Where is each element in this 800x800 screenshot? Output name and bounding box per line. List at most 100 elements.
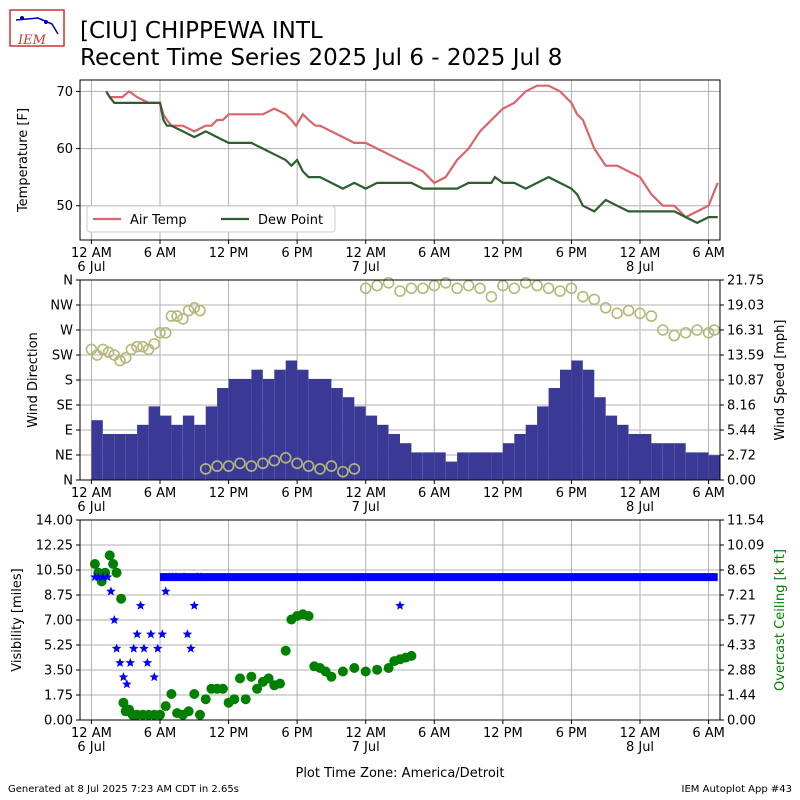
- x-tick-label: 12 PM: [483, 246, 523, 261]
- visibility-point: [186, 643, 196, 653]
- wind-direction-tick-label: S: [65, 374, 73, 389]
- wind-direction-point: [171, 310, 183, 322]
- wind-direction-tick-label: SW: [52, 349, 73, 364]
- ceiling-point: [246, 671, 257, 682]
- wind-speed-tick-label: 2.72: [727, 449, 756, 464]
- footer-generated-text: Generated at 8 Jul 2025 7:23 AM CDT in 2…: [8, 784, 239, 795]
- wind-speed-bar: [582, 369, 595, 480]
- wind-speed-bar: [674, 443, 686, 480]
- wind-speed-bar: [662, 443, 675, 480]
- y-tick-label: 70: [56, 85, 73, 100]
- wind-speed-bar: [182, 415, 195, 480]
- ceiling-point: [111, 567, 122, 578]
- x-tick-label: 12 AM: [345, 246, 386, 261]
- visibility-tick-label: 14.00: [36, 514, 73, 529]
- wind-direction-point: [325, 460, 338, 472]
- wind-direction-tick-label: SE: [57, 399, 73, 414]
- ceiling-point: [166, 689, 177, 699]
- wind-direction-point: [451, 282, 463, 295]
- visibility-point: [109, 615, 119, 624]
- wind-direction-point: [314, 463, 326, 475]
- wind-speed-bar: [102, 434, 115, 480]
- visibility-point: [115, 657, 125, 667]
- wind-direction-point: [679, 326, 692, 339]
- x-tick-label: 6 AM: [692, 486, 725, 501]
- wind-direction-point: [519, 276, 532, 289]
- wind-speed-tick-label: 13.59: [727, 349, 764, 364]
- wind-direction-tick-label: NE: [55, 449, 73, 464]
- wind-speed-bar: [251, 369, 263, 480]
- visibility-point: [118, 672, 129, 682]
- wind-speed-bar: [91, 420, 103, 480]
- wind-direction-point: [119, 351, 132, 364]
- wind-speed-bar: [205, 406, 218, 480]
- ceiling-tick-label: 10.09: [727, 539, 764, 554]
- x-tick-label: 6 AM: [418, 726, 451, 741]
- wind-direction-point: [359, 282, 372, 295]
- x-tick-label: 6 AM: [692, 246, 725, 261]
- wind-direction-point: [462, 279, 475, 292]
- wind-direction-point: [114, 354, 126, 367]
- iem-logo: IEM: [9, 9, 65, 48]
- x-tick-date-label: 8 Jul: [626, 500, 654, 515]
- ceiling-point: [240, 694, 251, 705]
- wind-direction-point: [165, 310, 178, 322]
- x-tick-label: 6 PM: [556, 486, 587, 501]
- wind-speed-bar: [342, 397, 355, 480]
- wind-speed-bar: [697, 452, 709, 480]
- wind-direction-tick-label: N: [63, 274, 73, 289]
- wind-speed-bar: [502, 443, 515, 480]
- wind-direction-point: [131, 340, 143, 353]
- visibility-axis-label: Visibility [miles]: [10, 568, 25, 671]
- legend-air-temp-label: Air Temp: [130, 213, 187, 228]
- ceiling-point: [104, 550, 115, 561]
- visibility-axes-frame: [79, 519, 721, 721]
- wind-speed-bar: [685, 452, 698, 480]
- wind-direction-point: [257, 457, 269, 470]
- visibility-tick-label: 1.75: [44, 689, 73, 704]
- x-tick-label: 6 AM: [418, 486, 451, 501]
- ceiling-tick-label: 8.65: [727, 564, 756, 579]
- wind-speed-bar: [537, 406, 549, 480]
- visibility-point: [161, 586, 171, 596]
- wind-direction-point: [211, 460, 223, 472]
- wind-speed-bar: [114, 434, 126, 480]
- x-tick-label: 12 AM: [345, 486, 386, 501]
- ceiling-tick-label: 7.21: [727, 589, 756, 604]
- ceiling-point: [160, 701, 171, 712]
- wind-direction-point: [531, 279, 543, 292]
- ceiling-point: [108, 559, 119, 569]
- wind-direction-point: [337, 465, 349, 478]
- wind-speed-bar: [560, 369, 572, 480]
- wind-direction-point: [137, 340, 149, 353]
- wind-direction-point: [634, 307, 646, 320]
- visibility-point: [149, 672, 159, 682]
- ceiling-point: [183, 706, 194, 717]
- x-tick-label: 6 AM: [418, 246, 451, 261]
- visibility-point: [111, 643, 122, 653]
- wind-speed-bar: [468, 452, 480, 480]
- wind-direction-point: [188, 301, 201, 314]
- wind-speed-bar: [525, 424, 538, 480]
- wind-direction-tick-label: N: [63, 474, 73, 489]
- x-tick-date-label: 7 Jul: [352, 740, 380, 755]
- wind-direction-point: [565, 282, 578, 295]
- wind-speed-bar: [422, 452, 435, 480]
- x-tick-label: 12 PM: [209, 246, 249, 261]
- x-tick-label: 6 AM: [144, 726, 177, 741]
- wind-speed-bar: [262, 378, 275, 480]
- ceiling-point: [303, 611, 314, 621]
- ceiling-tick-label: 11.54: [727, 514, 764, 529]
- wind-direction-point: [645, 310, 658, 322]
- legend-dew-point-label: Dew Point: [258, 213, 323, 228]
- x-tick-label: 6 PM: [281, 726, 312, 741]
- wind-speed-bar: [194, 424, 206, 480]
- air-temp-line: [105, 84, 719, 219]
- wind-speed-bar: [480, 452, 492, 480]
- wind-speed-bar: [708, 455, 720, 480]
- ceiling-point: [116, 593, 127, 604]
- wind-direction-point: [348, 463, 361, 475]
- wind-direction-point: [611, 307, 623, 320]
- chart-title-line1: [CIU] CHIPPEWA INTL: [80, 18, 323, 44]
- footer-app-id: IEM Autoplot App #43: [681, 784, 792, 795]
